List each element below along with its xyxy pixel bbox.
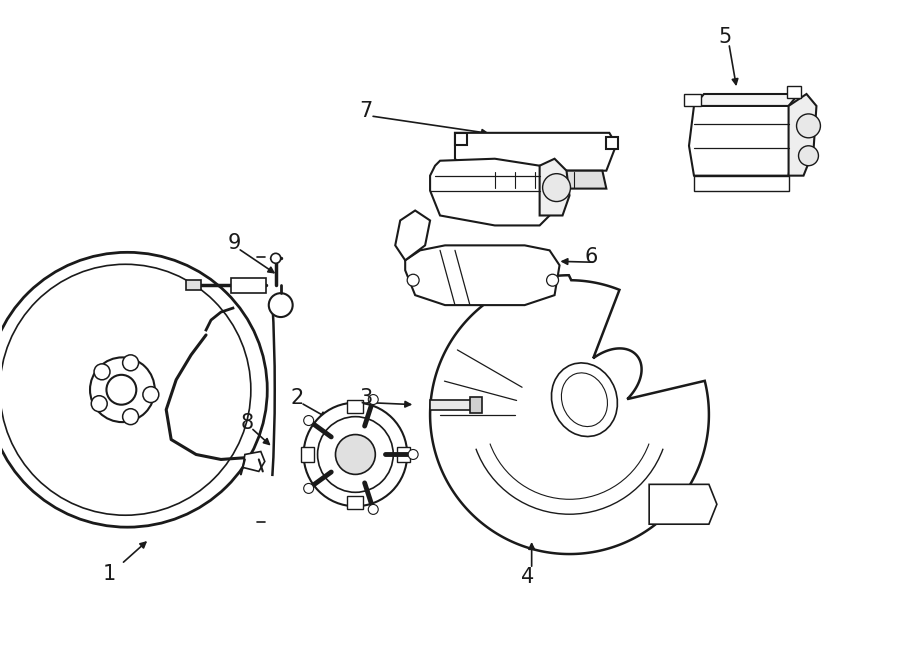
Circle shape xyxy=(546,274,559,286)
Polygon shape xyxy=(455,133,467,145)
Circle shape xyxy=(409,449,419,459)
Polygon shape xyxy=(243,451,265,471)
Circle shape xyxy=(368,395,378,405)
Circle shape xyxy=(94,364,110,380)
Circle shape xyxy=(303,416,314,426)
Circle shape xyxy=(798,146,818,166)
Polygon shape xyxy=(347,496,364,509)
Circle shape xyxy=(269,293,292,317)
Polygon shape xyxy=(397,447,410,463)
Polygon shape xyxy=(430,400,475,410)
Polygon shape xyxy=(787,86,800,98)
Text: 7: 7 xyxy=(360,101,373,121)
Polygon shape xyxy=(347,400,364,412)
Polygon shape xyxy=(607,137,618,149)
Polygon shape xyxy=(689,106,796,176)
Circle shape xyxy=(91,396,107,412)
Polygon shape xyxy=(430,159,550,225)
Ellipse shape xyxy=(552,363,617,436)
Text: 9: 9 xyxy=(227,233,240,253)
Polygon shape xyxy=(455,133,616,171)
Polygon shape xyxy=(231,278,266,293)
Text: 8: 8 xyxy=(240,412,254,432)
Polygon shape xyxy=(649,485,717,524)
Polygon shape xyxy=(788,94,816,176)
Circle shape xyxy=(143,387,158,403)
Polygon shape xyxy=(463,171,607,188)
Polygon shape xyxy=(301,447,313,463)
Ellipse shape xyxy=(106,375,136,405)
Circle shape xyxy=(271,253,281,263)
Text: 1: 1 xyxy=(103,564,116,584)
Polygon shape xyxy=(694,94,798,106)
Circle shape xyxy=(122,355,139,371)
Circle shape xyxy=(318,416,393,492)
Ellipse shape xyxy=(0,264,251,515)
Text: 2: 2 xyxy=(290,388,303,408)
Text: 6: 6 xyxy=(585,247,598,267)
Circle shape xyxy=(796,114,821,137)
Circle shape xyxy=(303,403,407,506)
Polygon shape xyxy=(694,176,788,190)
Ellipse shape xyxy=(0,253,267,527)
Text: 4: 4 xyxy=(521,567,535,587)
Circle shape xyxy=(543,174,571,202)
Text: 5: 5 xyxy=(718,27,732,47)
Circle shape xyxy=(336,434,375,475)
Polygon shape xyxy=(405,245,560,305)
Ellipse shape xyxy=(562,373,608,426)
Polygon shape xyxy=(186,280,201,290)
Circle shape xyxy=(368,504,378,514)
Circle shape xyxy=(407,274,419,286)
Circle shape xyxy=(303,483,314,493)
Circle shape xyxy=(122,408,139,424)
Polygon shape xyxy=(540,159,570,215)
Ellipse shape xyxy=(90,358,155,422)
Polygon shape xyxy=(430,275,709,554)
Polygon shape xyxy=(395,210,430,260)
Polygon shape xyxy=(470,397,482,412)
Text: 3: 3 xyxy=(360,388,373,408)
Polygon shape xyxy=(684,94,701,106)
